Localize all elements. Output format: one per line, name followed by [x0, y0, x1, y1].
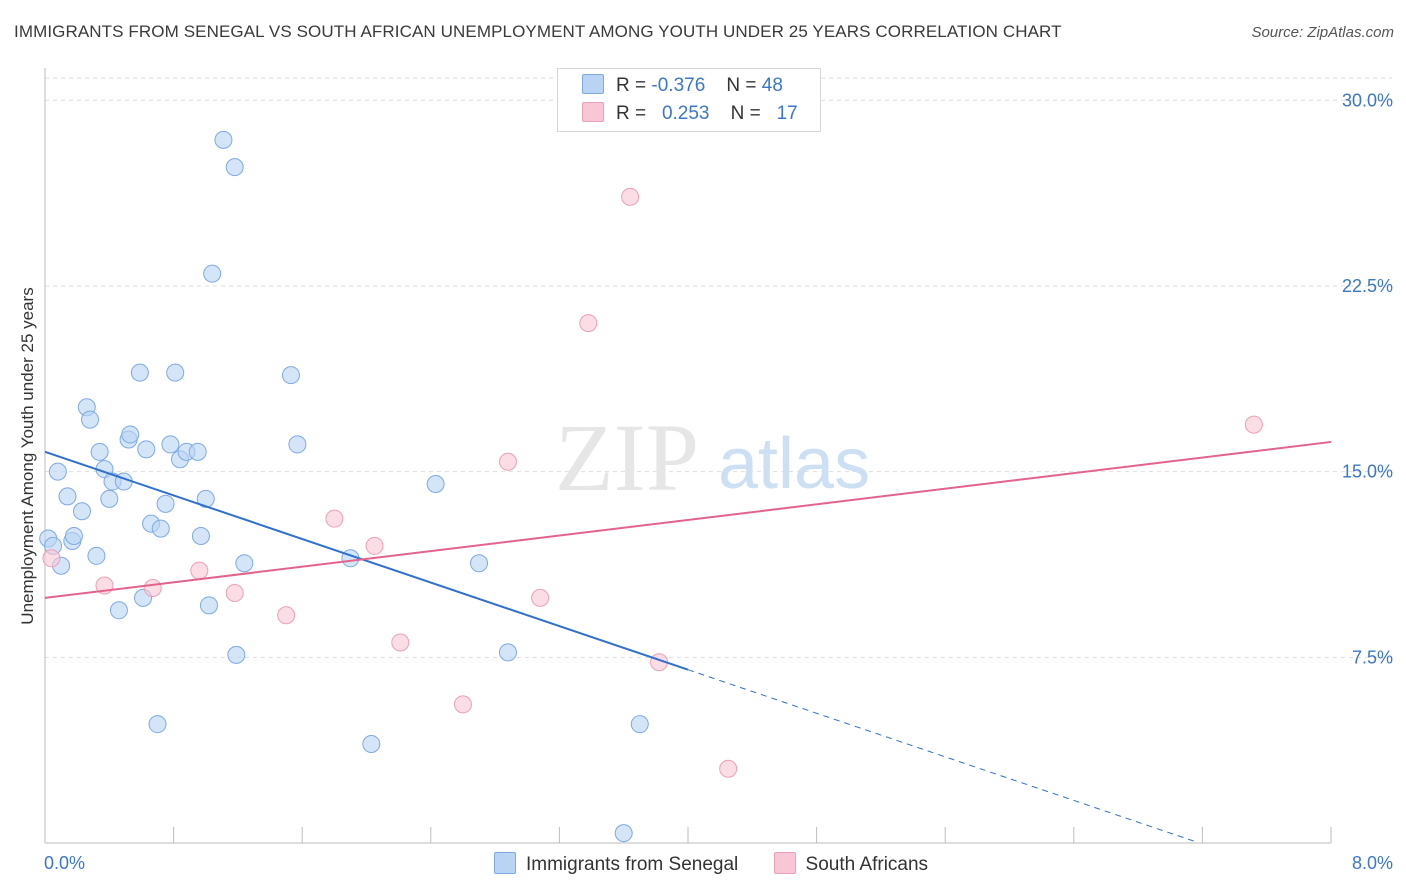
data-point-senegal — [203, 264, 222, 283]
data-point-senegal — [470, 554, 489, 573]
data-point-senegal — [288, 435, 307, 454]
trendline-senegal-extension — [687, 669, 1195, 842]
series-legend: Immigrants from Senegal South Africans — [494, 852, 958, 876]
y-axis-label: Unemployment Among Youth under 25 years — [18, 287, 37, 625]
data-point-south-africans — [225, 583, 244, 602]
data-point-senegal — [64, 527, 83, 546]
data-point-south-africans — [277, 606, 296, 625]
pink-swatch — [582, 102, 604, 122]
data-point-senegal — [156, 494, 175, 513]
legend-label-senegal: Immigrants from Senegal — [526, 854, 739, 875]
data-point-senegal — [130, 363, 149, 382]
data-point-senegal — [161, 435, 180, 454]
data-point-senegal — [426, 475, 445, 494]
r-value-blue: -0.376 — [651, 75, 706, 96]
chart-title: IMMIGRANTS FROM SENEGAL VS SOUTH AFRICAN… — [14, 22, 1062, 41]
trendlines — [44, 440, 1332, 842]
y-tick-label: 30.0% — [1342, 90, 1393, 110]
data-point-senegal — [58, 487, 77, 506]
data-point-south-africans — [391, 633, 410, 652]
legend-item-south-africans: South Africans — [773, 852, 929, 876]
legend-label-south-africans: South Africans — [805, 854, 929, 875]
legend-swatch-senegal — [494, 852, 516, 874]
blue-swatch — [582, 74, 604, 94]
data-point-senegal — [100, 489, 119, 508]
data-point-south-africans — [325, 509, 344, 528]
data-point-senegal — [214, 130, 233, 149]
legend-item-senegal: Immigrants from Senegal — [494, 852, 738, 876]
legend-swatch-south-africans — [773, 852, 796, 874]
data-point-south-africans — [365, 536, 384, 555]
data-point-senegal — [166, 363, 185, 382]
x-tick-label: 0.0% — [44, 853, 85, 873]
data-point-south-africans — [143, 579, 162, 597]
n-label-blue: N = — [726, 75, 757, 96]
data-point-south-africans — [42, 549, 61, 568]
data-point-south-africans — [719, 759, 738, 778]
data-point-senegal — [498, 643, 517, 662]
data-point-senegal — [87, 546, 106, 565]
data-point-senegal — [121, 425, 140, 444]
series-immigrants-from-senegal — [39, 130, 649, 843]
data-point-senegal — [227, 645, 246, 664]
data-point-senegal — [81, 410, 100, 429]
y-tick-label: 22.5% — [1342, 276, 1393, 296]
data-point-south-africans — [579, 314, 598, 333]
data-point-south-africans — [190, 561, 209, 580]
data-point-senegal — [90, 442, 109, 461]
data-point-senegal — [225, 158, 244, 177]
data-point-senegal — [48, 462, 67, 481]
data-point-senegal — [148, 715, 167, 734]
data-point-south-africans — [498, 452, 517, 471]
y-tick-label: 15.0% — [1342, 462, 1393, 482]
data-point-senegal — [109, 601, 128, 620]
stats-legend: R = -0.376 N = 48 R = 0.253 N = 17 — [557, 68, 821, 132]
data-point-senegal — [191, 527, 210, 546]
n-value-blue: 48 — [761, 75, 783, 96]
data-point-senegal — [630, 715, 649, 734]
watermark-atlas: atlas — [718, 424, 870, 504]
data-point-senegal — [614, 824, 633, 843]
axes — [44, 68, 1332, 844]
data-point-senegal — [151, 519, 170, 538]
r-value-pink: 0.253 — [661, 103, 710, 124]
trendline-senegal — [44, 450, 689, 671]
r-label-blue: R = — [616, 75, 647, 96]
data-point-senegal — [235, 554, 254, 573]
n-label-pink: N = — [730, 103, 761, 124]
stats-legend-row-pink: R = 0.253 N = 17 — [582, 102, 798, 130]
data-point-senegal — [137, 440, 156, 459]
data-point-south-africans — [453, 695, 472, 714]
data-point-south-africans — [531, 588, 550, 607]
n-value-pink: 17 — [776, 103, 798, 124]
source-label: Source: ZipAtlas.com — [1251, 24, 1394, 41]
data-point-senegal — [362, 734, 381, 753]
data-point-senegal — [196, 489, 215, 508]
r-label-pink: R = — [616, 103, 647, 124]
trendline-south-africans — [44, 440, 1332, 599]
x-tick-label: 8.0% — [1352, 853, 1393, 873]
data-point-senegal — [188, 442, 207, 461]
stats-legend-row-blue: R = -0.376 N = 48 — [582, 74, 783, 102]
axis-ticks: 7.5% 15.0% 22.5% 30.0% 0.0% 8.0% — [44, 90, 1393, 873]
watermark-zip: ZIP — [555, 404, 699, 511]
data-point-senegal — [281, 366, 300, 385]
data-point-south-africans — [1244, 415, 1263, 434]
data-point-senegal — [199, 596, 218, 615]
y-tick-label: 7.5% — [1352, 647, 1393, 667]
watermark: ZIP atlas — [555, 404, 870, 511]
data-point-senegal — [72, 502, 91, 521]
data-point-south-africans — [621, 187, 640, 206]
